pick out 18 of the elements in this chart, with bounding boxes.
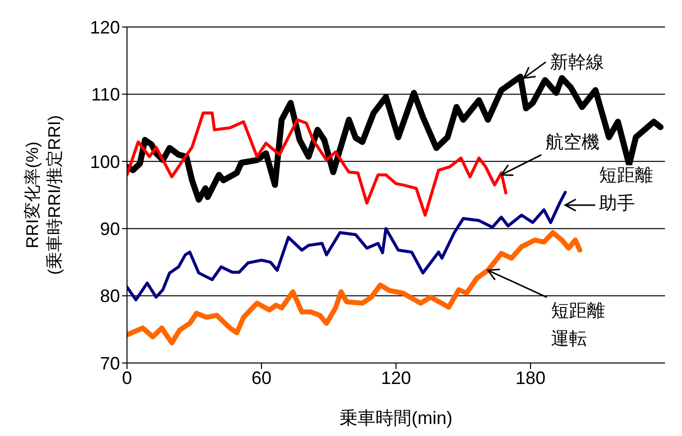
annotation: 新幹線: [550, 52, 604, 72]
line-series: [127, 190, 567, 302]
y-axis-title: RRI変化率(%) (乗車時RRI/推定RRI): [23, 115, 64, 275]
y-tick-label: 100: [90, 152, 120, 172]
x-tick-label: 0: [122, 368, 132, 388]
annotation: 短距離助手: [599, 165, 654, 214]
y-tick-label: 120: [90, 17, 120, 38]
y-tick-label: 80: [100, 286, 120, 306]
y-tick-label: 90: [100, 218, 120, 239]
x-tick-label: 180: [515, 368, 546, 388]
annotation: 航空機: [545, 132, 600, 152]
y-tick-label: 110: [91, 84, 120, 105]
x-axis-title: 乗車時間(min): [340, 408, 452, 428]
annotation: 短距離運転: [550, 300, 605, 348]
y-tick-label: 70: [100, 353, 120, 374]
x-tick-label: 60: [251, 368, 272, 388]
x-tick-label: 120: [380, 368, 412, 388]
line-series: [127, 112, 508, 217]
